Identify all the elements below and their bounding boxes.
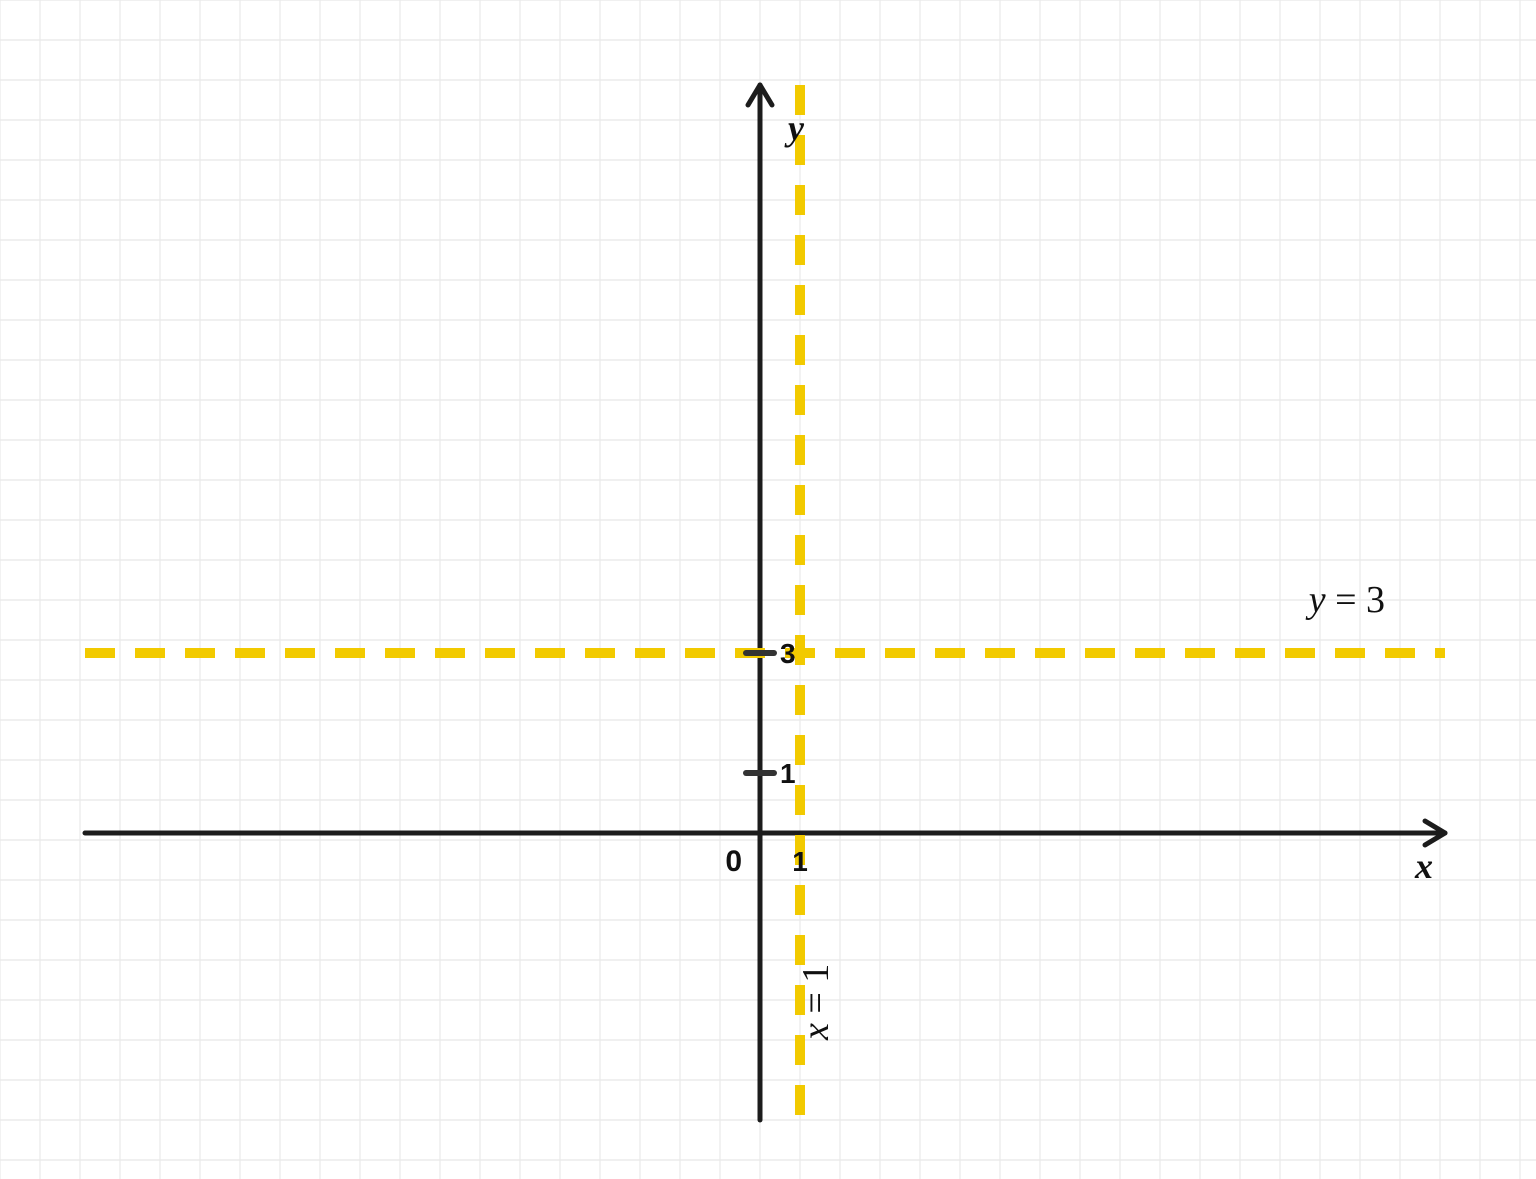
x-axis-label: x	[1414, 846, 1433, 886]
x-tick-label: 1	[792, 846, 808, 877]
y-tick-label: 3	[780, 638, 796, 669]
y-axis-label: y	[784, 108, 805, 148]
asymptote-vertical-label: x = 1	[795, 964, 837, 1041]
origin-label: 0	[725, 845, 742, 878]
asymptote-horizontal-label: y = 3	[1305, 579, 1385, 621]
background	[0, 0, 1536, 1179]
y-tick-label: 1	[780, 758, 796, 789]
